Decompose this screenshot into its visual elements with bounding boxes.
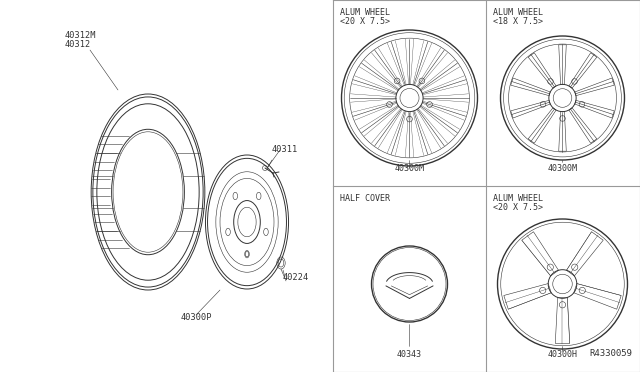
Text: 40343: 40343: [397, 350, 422, 359]
Text: ALUM WHEEL: ALUM WHEEL: [493, 194, 543, 203]
Text: 40300M: 40300M: [547, 164, 577, 173]
Text: <20 X 7.5>: <20 X 7.5>: [340, 17, 390, 26]
Text: 40224: 40224: [283, 273, 309, 282]
Text: <18 X 7.5>: <18 X 7.5>: [493, 17, 543, 26]
Text: 40300M: 40300M: [394, 164, 424, 173]
Text: ALUM WHEEL: ALUM WHEEL: [493, 8, 543, 17]
Text: <20 X 7.5>: <20 X 7.5>: [493, 203, 543, 212]
Text: HALF COVER: HALF COVER: [340, 194, 390, 203]
Text: 40312: 40312: [65, 40, 92, 49]
Text: 40300H: 40300H: [547, 350, 577, 359]
Text: 40311: 40311: [272, 145, 298, 154]
Text: ALUM WHEEL: ALUM WHEEL: [340, 8, 390, 17]
Text: 40312M: 40312M: [65, 31, 97, 40]
Text: R4330059: R4330059: [589, 349, 632, 358]
Text: 40300P: 40300P: [180, 313, 212, 322]
